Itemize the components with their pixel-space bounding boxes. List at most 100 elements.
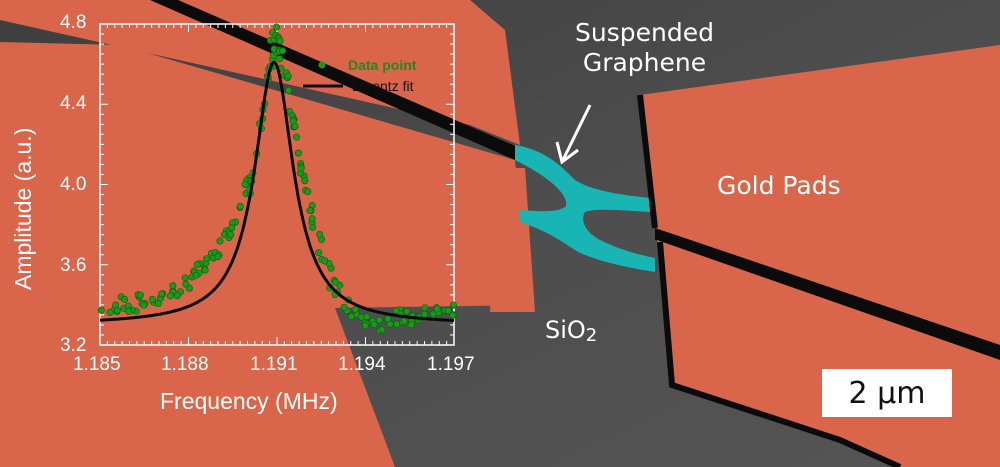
data-point (309, 223, 317, 231)
y-tick: 3.2 (60, 335, 87, 356)
data-point (203, 255, 211, 263)
data-point (293, 133, 301, 141)
data-point (193, 261, 201, 269)
data-point (158, 290, 166, 298)
data-point (216, 237, 224, 245)
data-point (363, 313, 371, 321)
data-point (407, 321, 415, 329)
x-tick: 1.197 (427, 354, 475, 375)
x-tick: 1.191 (250, 354, 298, 375)
data-point (276, 55, 284, 63)
data-point (392, 306, 400, 314)
y-axis-title: Amplitude (a.u.) (10, 127, 36, 290)
label-line-2: Graphene (582, 47, 707, 77)
data-point (351, 305, 359, 313)
scale-bar: 2 μm (822, 369, 952, 417)
legend-data-marker (318, 61, 326, 69)
data-point (378, 326, 386, 334)
data-point (192, 271, 200, 279)
data-point (331, 278, 339, 286)
data-point (140, 301, 148, 309)
data-point (154, 300, 162, 308)
gold-pad-top-left (0, 0, 520, 145)
legend-data-point: Data point (348, 57, 417, 73)
data-point (97, 306, 105, 314)
data-point (241, 181, 249, 189)
data-point (433, 305, 441, 313)
gold-pad-right-upper (640, 45, 1000, 345)
label-line-1: Suspended (575, 18, 714, 47)
data-point (370, 321, 378, 329)
data-point (173, 292, 181, 300)
data-point (182, 280, 190, 288)
scale-bar-label: 2 μm (848, 375, 926, 411)
lorentz-fit-line (99, 60, 455, 322)
suspended-graphene-label: Suspended Graphene (575, 18, 714, 77)
data-point (228, 224, 236, 232)
data-point (384, 315, 392, 323)
data-point (276, 37, 284, 45)
data-point (400, 317, 408, 325)
legend-lorentz-fit: Lorentz fit (352, 78, 414, 94)
data-point (291, 122, 299, 130)
x-tick: 1.194 (338, 354, 386, 375)
resonance-chart (97, 23, 457, 346)
data-point (321, 257, 329, 265)
sio2-text: SiO (545, 316, 586, 344)
data-point (306, 207, 314, 215)
data-point (273, 23, 281, 31)
pad-gap-right (655, 228, 1000, 360)
x-axis-title: Frequency (MHz) (160, 388, 338, 414)
data-point (279, 47, 287, 55)
data-point (375, 316, 383, 324)
data-point (340, 303, 348, 311)
suspended-graphene (515, 145, 655, 272)
data-point (106, 308, 114, 316)
data-point (304, 188, 312, 196)
data-point (297, 164, 305, 172)
data-point (112, 301, 120, 309)
data-point (166, 292, 174, 300)
data-point (227, 231, 235, 239)
data-point (449, 311, 457, 319)
data-point (316, 230, 324, 238)
data-point (361, 321, 369, 329)
data-point (403, 307, 411, 315)
data-point (285, 87, 293, 95)
data-point (294, 149, 302, 157)
data-point (421, 304, 429, 312)
y-tick: 4.4 (60, 93, 87, 114)
sio2-subscript: 2 (585, 325, 598, 346)
data-point (347, 312, 355, 320)
data-point (308, 215, 316, 223)
x-tick: 1.185 (73, 354, 121, 375)
gold-pad-left-lower (490, 168, 535, 312)
data-point (148, 295, 156, 303)
pad-gap-top-left (150, 0, 520, 160)
data-point (169, 282, 177, 290)
data-point (284, 72, 292, 80)
pad-shadow (657, 241, 902, 467)
sio2-label: SiO2 (545, 316, 597, 345)
y-tick: 4.0 (60, 174, 87, 195)
data-point (214, 253, 222, 261)
y-tick: 3.6 (60, 255, 87, 276)
data-point (136, 291, 144, 299)
x-tick: 1.188 (161, 354, 209, 375)
data-point (125, 307, 133, 315)
pad-shadow (637, 94, 658, 229)
arrow-icon (555, 104, 592, 165)
data-point (236, 202, 244, 210)
data-point (315, 249, 323, 257)
gold-pads-label: Gold Pads (717, 171, 841, 200)
data-point (121, 296, 129, 304)
data-point (449, 301, 457, 309)
gold-pad-left (0, 42, 530, 467)
data-point (444, 307, 452, 315)
data-point (181, 274, 189, 282)
y-tick: 4.8 (60, 12, 87, 33)
data-point (301, 177, 309, 185)
data-point (201, 266, 209, 274)
